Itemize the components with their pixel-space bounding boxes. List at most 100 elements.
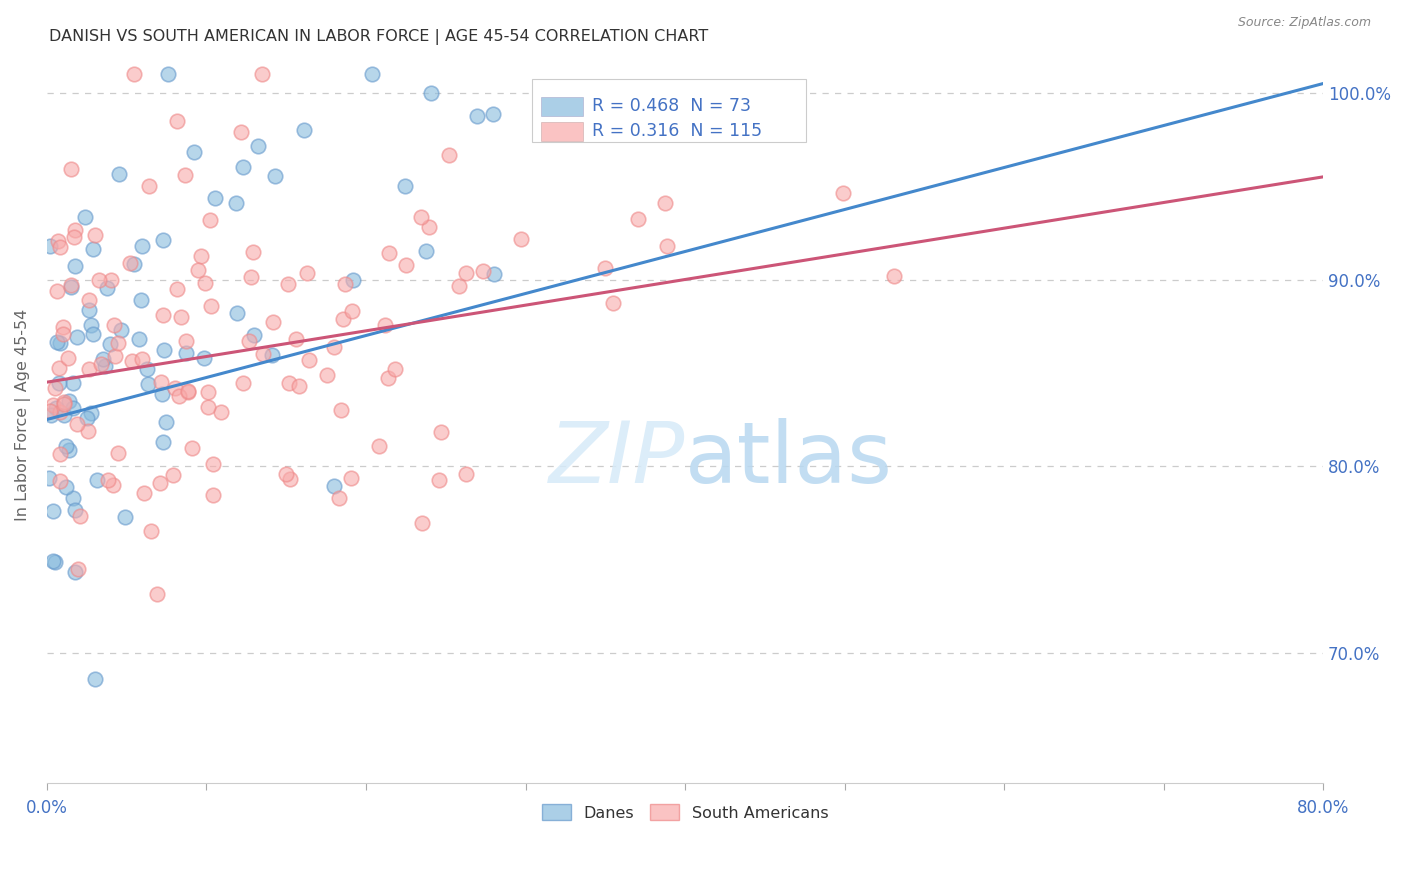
Point — [107, 446, 129, 460]
Point — [98, 337, 121, 351]
Point — [170, 310, 193, 325]
Point — [76, 411, 98, 425]
Point — [481, 107, 503, 121]
Point — [449, 278, 471, 293]
FancyBboxPatch shape — [531, 79, 806, 142]
Point — [63, 223, 86, 237]
Point — [152, 434, 174, 449]
Point — [832, 186, 855, 201]
Point — [204, 191, 226, 205]
FancyBboxPatch shape — [541, 97, 582, 117]
Point — [174, 334, 197, 348]
Point — [232, 160, 254, 174]
Point — [132, 486, 155, 500]
Point — [65, 259, 87, 273]
Point — [59, 280, 82, 294]
Point — [378, 245, 401, 260]
Point — [177, 384, 200, 399]
Point — [52, 320, 75, 334]
Point — [94, 359, 117, 373]
Point — [38, 471, 60, 485]
Point — [297, 266, 319, 280]
Point — [129, 293, 152, 307]
Point — [510, 232, 533, 246]
Point — [342, 273, 364, 287]
Point — [193, 351, 215, 366]
Point — [411, 516, 433, 530]
Point — [342, 303, 364, 318]
Point — [395, 258, 418, 272]
Point — [332, 312, 354, 326]
Point — [83, 227, 105, 242]
Point — [97, 474, 120, 488]
Point — [262, 348, 284, 362]
Point — [411, 210, 433, 224]
Point — [278, 472, 301, 486]
Point — [42, 504, 65, 518]
Point — [883, 269, 905, 284]
Point — [166, 282, 188, 296]
Point — [163, 381, 186, 395]
Point — [292, 123, 315, 137]
Point — [62, 376, 84, 391]
Point — [46, 234, 69, 248]
Point — [209, 405, 232, 419]
Point — [55, 480, 77, 494]
Point — [48, 447, 70, 461]
Point — [58, 351, 80, 366]
Point — [79, 293, 101, 307]
Point — [471, 264, 494, 278]
Point — [60, 278, 83, 293]
Point — [52, 326, 75, 341]
Legend: Danes, South Americans: Danes, South Americans — [536, 797, 835, 827]
Point — [66, 330, 89, 344]
Point — [139, 524, 162, 538]
Point — [107, 336, 129, 351]
Point — [42, 554, 65, 568]
Point — [288, 379, 311, 393]
Point — [593, 261, 616, 276]
Point — [589, 109, 612, 123]
Point — [121, 354, 143, 368]
Point — [654, 195, 676, 210]
Point — [48, 376, 70, 391]
Point — [174, 168, 197, 182]
Point — [323, 340, 346, 354]
Point — [82, 242, 104, 256]
Point — [49, 474, 72, 488]
Text: atlas: atlas — [685, 417, 893, 500]
Point — [153, 343, 176, 358]
Point — [167, 389, 190, 403]
Text: R = 0.468  N = 73: R = 0.468 N = 73 — [592, 97, 751, 115]
Point — [52, 394, 75, 409]
Point — [58, 393, 80, 408]
Point — [122, 67, 145, 81]
Point — [77, 302, 100, 317]
Point — [110, 323, 132, 337]
Text: ZIP: ZIP — [548, 417, 685, 500]
Point — [655, 239, 678, 253]
Point — [429, 425, 451, 440]
Point — [252, 346, 274, 360]
Point — [264, 169, 287, 183]
Point — [49, 405, 72, 419]
Point — [83, 672, 105, 686]
Point — [146, 587, 169, 601]
Point — [77, 362, 100, 376]
Point — [246, 138, 269, 153]
Point — [627, 211, 650, 226]
Point — [200, 299, 222, 313]
Point — [66, 417, 89, 432]
Point — [103, 318, 125, 333]
Point — [90, 358, 112, 372]
Point — [454, 266, 477, 280]
Point — [198, 213, 221, 227]
Point — [333, 277, 356, 292]
Point — [152, 308, 174, 322]
Point — [136, 377, 159, 392]
Point — [177, 385, 200, 400]
Point — [75, 210, 97, 224]
Point — [122, 257, 145, 271]
Point — [437, 147, 460, 161]
Point — [91, 351, 114, 366]
